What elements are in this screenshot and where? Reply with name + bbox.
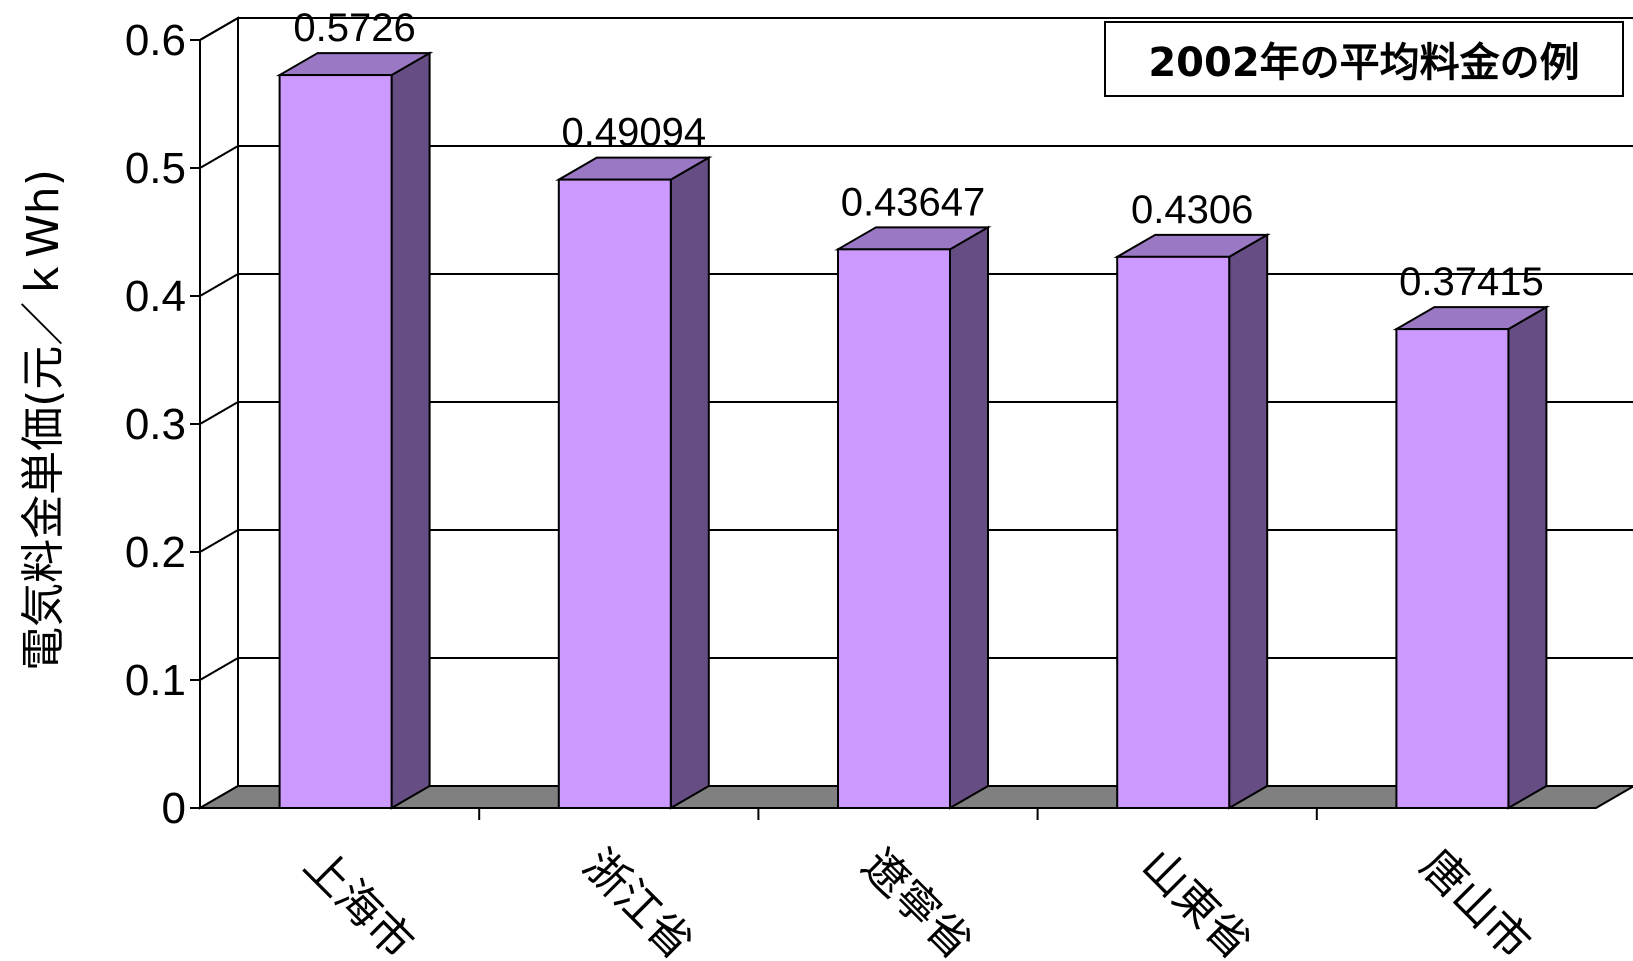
bar-front bbox=[557, 178, 672, 809]
gridline-diagonal bbox=[199, 145, 239, 169]
category-label: 唐山市 bbox=[1411, 840, 1540, 961]
y-tick-label: 0.5 bbox=[125, 144, 186, 193]
bar-side bbox=[949, 225, 989, 810]
bar-front bbox=[1395, 328, 1510, 809]
value-labels: 0.5726 0.49094 0.43647 0.4306 0.37415 bbox=[293, 6, 1543, 304]
gridline-diagonal bbox=[199, 17, 239, 41]
category-label: 山東省 bbox=[1131, 840, 1260, 961]
bar-front bbox=[837, 248, 951, 809]
value-label: 0.49094 bbox=[562, 111, 707, 155]
y-tick-label: 0.4 bbox=[125, 272, 186, 321]
annotation-text: 2002年の平均料金の例 bbox=[1148, 40, 1580, 86]
category-label: 浙江省 bbox=[573, 840, 702, 961]
y-tick-label: 0.6 bbox=[125, 16, 186, 65]
gridline-diagonal bbox=[199, 273, 239, 297]
category-label: 遼寧省 bbox=[852, 840, 981, 961]
gridline-diagonal bbox=[199, 657, 239, 681]
bar bbox=[1113, 233, 1271, 810]
y-axis-label: 電気料金単価(元／ｋWh) bbox=[18, 169, 69, 671]
bar-side bbox=[1228, 233, 1269, 810]
y-tick-label: 0.3 bbox=[125, 400, 186, 449]
annotation-box: 2002年の平均料金の例 bbox=[1104, 21, 1624, 97]
value-label: 0.37415 bbox=[1399, 260, 1544, 304]
category-labels: 上海市 浙江省 遼寧省 山東省 唐山市 bbox=[294, 840, 1540, 961]
y-tick-label: 0 bbox=[162, 784, 186, 833]
bar bbox=[834, 225, 992, 810]
bar bbox=[275, 51, 434, 810]
bars bbox=[275, 51, 1551, 810]
bar-side bbox=[390, 51, 431, 810]
category-label: 上海市 bbox=[294, 840, 423, 961]
y-tick-label: 0.1 bbox=[125, 656, 186, 705]
bar-front bbox=[278, 74, 393, 809]
value-label: 0.5726 bbox=[293, 6, 415, 50]
value-label: 0.43647 bbox=[841, 180, 986, 224]
bar-side bbox=[1507, 305, 1548, 810]
gridline-diagonal bbox=[199, 401, 239, 425]
y-tick-label: 0.2 bbox=[125, 528, 186, 577]
bar-side bbox=[669, 155, 710, 810]
bar bbox=[1392, 305, 1551, 810]
bar-front bbox=[1116, 255, 1231, 810]
value-label: 0.4306 bbox=[1131, 188, 1253, 232]
gridline-diagonal bbox=[199, 529, 239, 553]
y-tick-labels: 0 0.1 0.2 0.3 0.4 0.5 0.6 bbox=[125, 16, 186, 833]
bar bbox=[555, 155, 713, 810]
